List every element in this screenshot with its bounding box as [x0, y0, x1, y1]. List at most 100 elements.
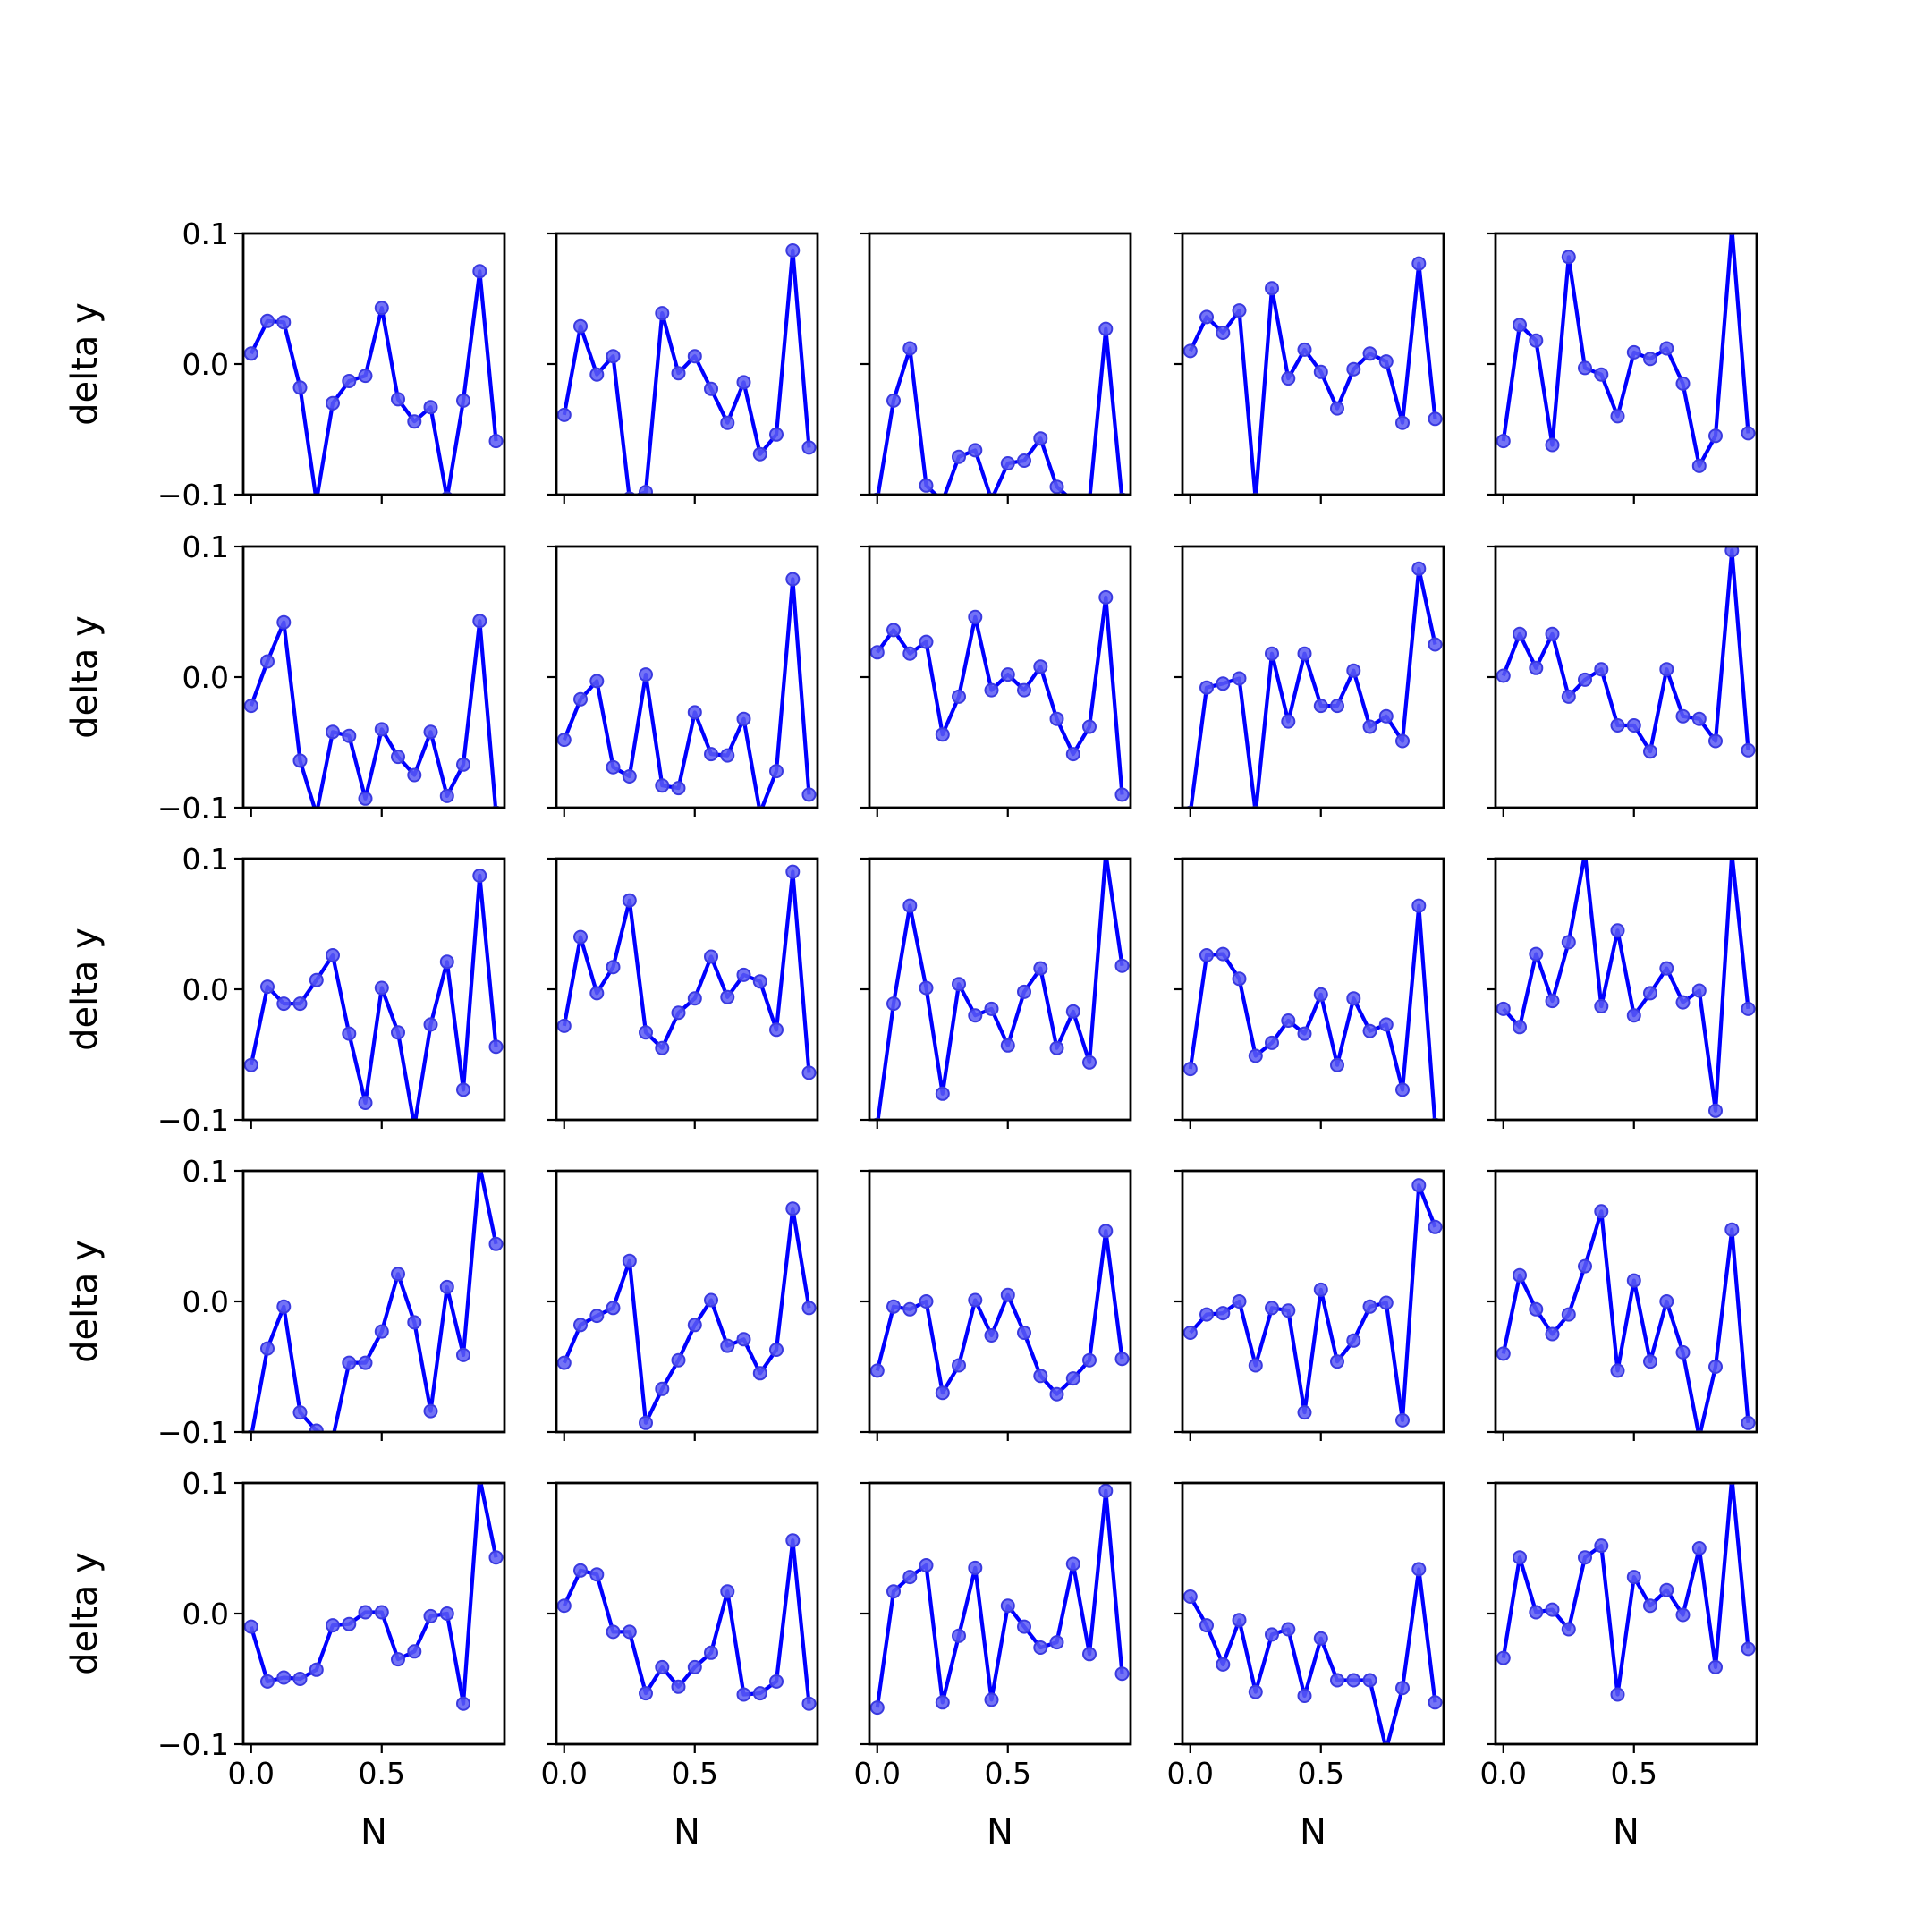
data-point: [1297, 1689, 1312, 1703]
data-point: [456, 1082, 470, 1097]
data-point: [968, 1008, 983, 1023]
data-point: [358, 1355, 373, 1370]
x-tick-label: 0.0: [1480, 1756, 1527, 1791]
data-point: [1216, 946, 1231, 962]
data-point: [639, 1686, 653, 1701]
data-point: [919, 980, 934, 996]
data-point: [374, 301, 389, 316]
data-point: [1199, 1307, 1214, 1322]
data-point: [358, 1096, 373, 1110]
panel-r4-c1: −0.1 0.0 0.1 delta y: [64, 1154, 506, 1450]
x-tick-label: 0.5: [359, 1756, 405, 1791]
series-group: [243, 614, 501, 808]
data-point: [1395, 733, 1410, 749]
data-point: [671, 1352, 686, 1368]
data-point: [886, 996, 901, 1012]
data-point: [902, 341, 918, 356]
data-point: [1346, 361, 1361, 377]
data-point: [1049, 711, 1064, 726]
series-group: [1182, 1562, 1443, 1744]
series-group: [1496, 547, 1756, 759]
data-point: [720, 989, 735, 1004]
series-group: [243, 1483, 504, 1711]
data-point: [886, 623, 901, 638]
x-tick-label: 0.0: [1167, 1756, 1214, 1791]
data-point: [622, 893, 637, 908]
data-point: [1000, 667, 1015, 682]
data-point: [1741, 1641, 1756, 1657]
data-point: [342, 728, 357, 743]
data-point: [374, 980, 389, 996]
data-point: [342, 1026, 357, 1041]
series-line: [249, 269, 498, 495]
series-group: [869, 1224, 1130, 1402]
x-tick-label: 0.5: [1298, 1756, 1344, 1791]
data-point: [472, 264, 487, 279]
data-point: [968, 609, 983, 624]
data-point: [1346, 663, 1361, 678]
data-point: [1428, 411, 1443, 427]
panel-r2-c5: [1487, 545, 1758, 817]
panel-r2-c2: [547, 545, 819, 817]
data-point: [573, 1563, 588, 1578]
data-point: [1248, 1048, 1263, 1063]
data-point: [309, 1423, 324, 1432]
data-point: [952, 689, 966, 704]
data-point: [687, 349, 702, 364]
data-point: [488, 1550, 504, 1565]
data-point: [243, 1057, 258, 1072]
data-point: [1232, 1613, 1247, 1628]
series-line: [1501, 1209, 1750, 1432]
data-point: [326, 1618, 340, 1633]
data-point: [391, 1025, 405, 1040]
data-point: [1199, 948, 1214, 962]
data-point: [556, 1018, 572, 1033]
data-point: [342, 1355, 357, 1370]
data-point: [1216, 1306, 1231, 1321]
data-point: [456, 1696, 470, 1711]
data-point: [260, 313, 275, 328]
data-point: [1561, 689, 1576, 704]
data-point: [1346, 991, 1361, 1006]
data-point: [801, 1696, 817, 1711]
data-point: [720, 1584, 735, 1599]
data-point: [1741, 742, 1756, 758]
data-point: [573, 691, 588, 707]
data-point: [423, 400, 438, 415]
data-point: [1659, 961, 1674, 976]
x-tick-label: 0.5: [672, 1756, 718, 1791]
data-point: [984, 1328, 999, 1343]
series-line: [876, 326, 1124, 495]
data-point: [984, 1692, 999, 1707]
data-point: [919, 634, 934, 649]
data-point: [801, 1065, 817, 1080]
data-point: [488, 434, 504, 449]
panel-r2-c3: [860, 545, 1132, 817]
data-point: [1659, 1294, 1674, 1309]
data-point: [1675, 708, 1690, 724]
data-point: [1330, 1354, 1344, 1369]
panel-r5-c2: 0.0 0.5 N: [541, 1481, 819, 1853]
data-point: [439, 1606, 454, 1621]
series-line: [249, 873, 498, 1120]
data-point: [423, 1017, 438, 1032]
data-point: [952, 449, 966, 464]
data-point: [1199, 680, 1214, 695]
data-point: [1000, 1287, 1015, 1302]
x-tick-label: 0.0: [228, 1756, 275, 1791]
data-point: [606, 960, 621, 975]
data-point: [573, 929, 588, 945]
data-point: [752, 446, 767, 462]
data-point: [374, 722, 389, 737]
data-point: [687, 991, 702, 1006]
x-axis-label: N: [360, 1812, 387, 1853]
data-point: [1265, 1035, 1279, 1050]
data-point: [1313, 364, 1328, 379]
data-point: [1594, 367, 1609, 382]
data-point: [456, 393, 470, 408]
data-point: [785, 243, 801, 258]
y-axis-label: delta y: [64, 1240, 106, 1363]
data-point: [1411, 1178, 1427, 1193]
series-line: [875, 1229, 1124, 1396]
data-point: [1297, 1026, 1312, 1041]
